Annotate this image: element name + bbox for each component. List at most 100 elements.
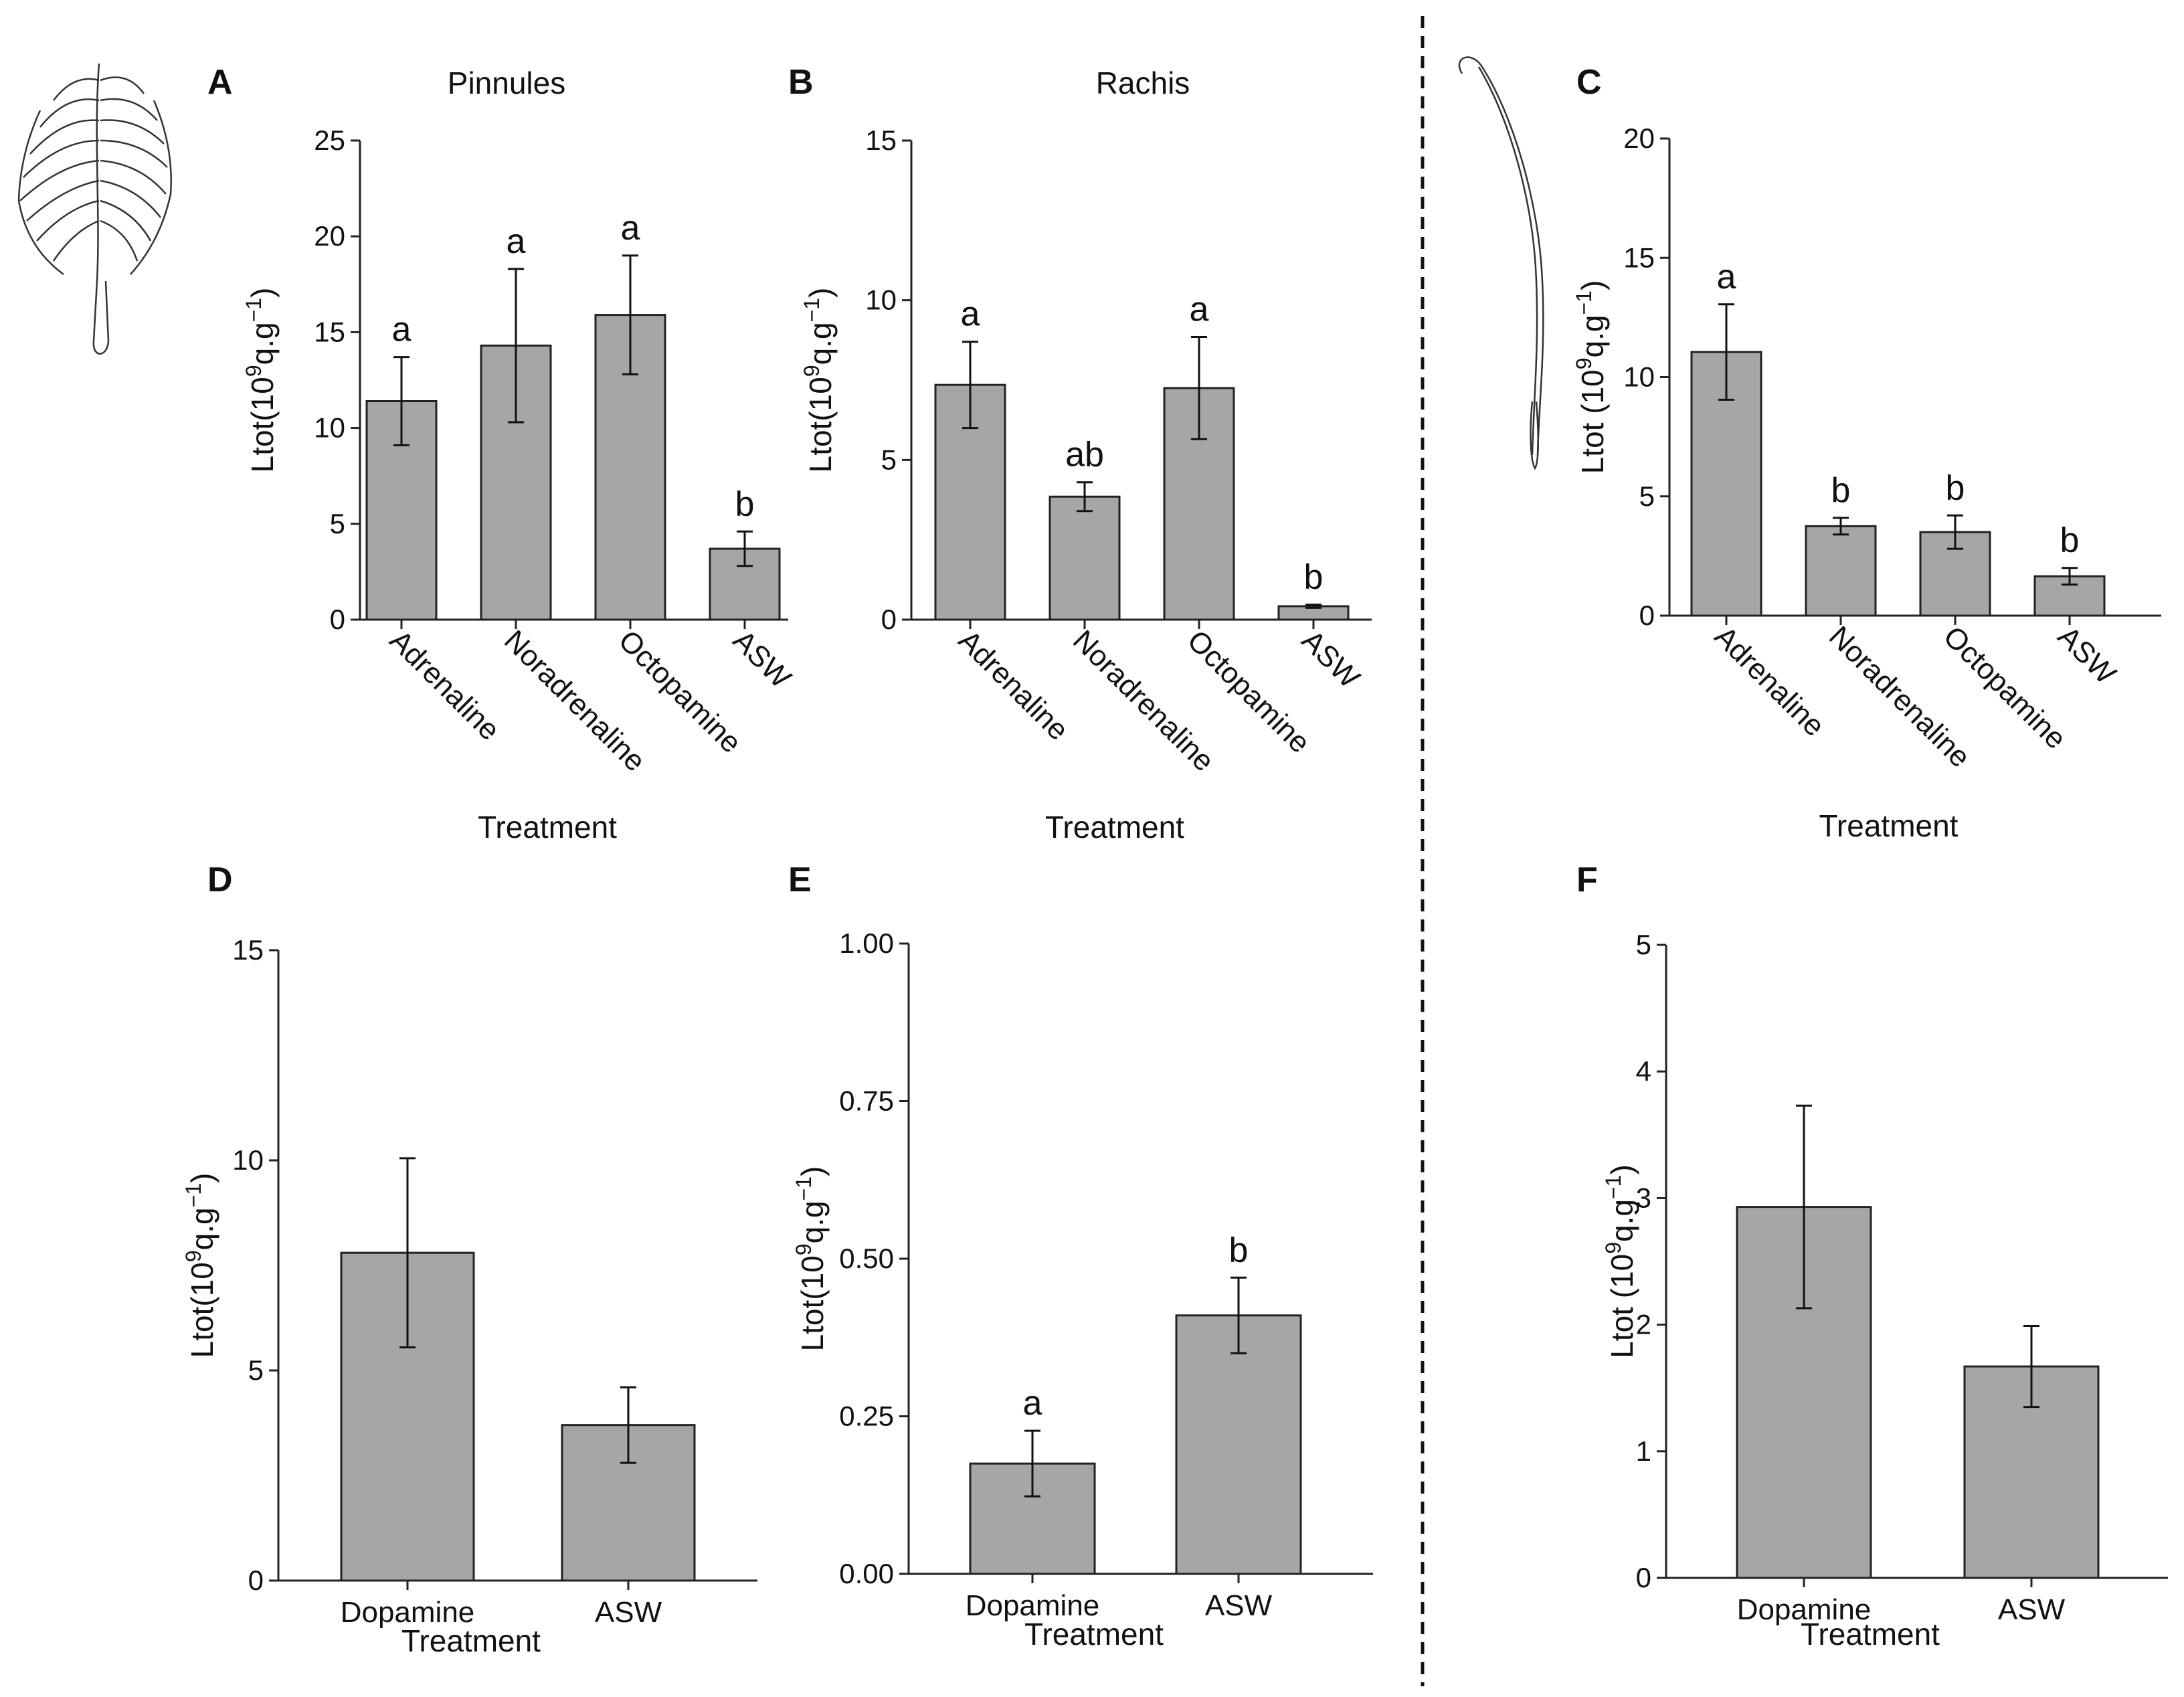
error-bar <box>399 1157 416 1348</box>
y-tick-label: 0.00 <box>839 1558 894 1589</box>
category-label: ASW <box>727 624 798 695</box>
significance-label: b <box>1946 468 1965 507</box>
y-tick-label: 10 <box>314 412 345 444</box>
error-bar <box>620 1386 636 1464</box>
y-axis-label: Ltot(109q.g−1) <box>792 1166 830 1352</box>
y-tick-label: 0.25 <box>839 1401 894 1432</box>
category-label: ASW <box>1205 1589 1273 1622</box>
y-tick-label: 5 <box>1636 929 1651 960</box>
panel-letter: E <box>788 861 812 899</box>
bar-adrenaline <box>934 383 1006 621</box>
error-bar <box>2023 1324 2039 1409</box>
category-label: Dopamine <box>966 1589 1100 1622</box>
chart-panel-c: C05101520aAdrenalinebNoradrenalinebOctop… <box>1572 63 2161 843</box>
panel-letter: A <box>207 63 233 102</box>
pinnule-drawing-icon <box>17 63 172 355</box>
significance-label: a <box>1717 258 1736 296</box>
y-tick-label: 0 <box>881 604 897 635</box>
y-tick-label: 0 <box>1639 600 1655 631</box>
y-tick-label: 5 <box>881 444 897 475</box>
bar-octopamine <box>1163 387 1235 621</box>
category-label: Dopamine <box>1737 1593 1872 1626</box>
panel-title: Pinnules <box>448 66 565 100</box>
significance-label: a <box>961 295 980 334</box>
y-tick-label: 20 <box>314 220 345 252</box>
significance-label: a <box>1023 1384 1042 1423</box>
y-tick-label: 10 <box>1623 361 1655 393</box>
error-bar <box>737 530 753 567</box>
significance-label: b <box>1831 471 1851 510</box>
y-tick-label: 5 <box>1639 480 1655 512</box>
bar-noradrenaline <box>1049 495 1121 621</box>
error-bar <box>508 268 524 424</box>
error-bar <box>2062 567 2078 586</box>
chart-panel-a: A Pinnules0510152025aAdrenalineaNoradrena… <box>207 63 798 844</box>
significance-label: a <box>507 222 526 261</box>
significance-label: b <box>1229 1231 1249 1269</box>
error-bar <box>1077 481 1093 513</box>
error-bar <box>1796 1104 1812 1310</box>
error-bar <box>393 356 410 446</box>
significance-label: b <box>735 484 755 523</box>
category-label: ASW <box>595 1596 662 1629</box>
y-tick-label: 4 <box>1636 1055 1651 1087</box>
y-tick-label: 0 <box>248 1565 264 1596</box>
x-axis-label: Treatment <box>1801 1617 1940 1651</box>
panel-letter: C <box>1576 63 1602 102</box>
y-axis-label: Ltot(109q.g−1) <box>800 288 838 473</box>
error-bar <box>622 254 638 375</box>
y-tick-label: 2 <box>1636 1309 1651 1340</box>
rachis-drawing-icon <box>1458 56 1544 470</box>
significance-label: b <box>1304 558 1324 597</box>
y-tick-label: 5 <box>248 1354 264 1386</box>
y-tick-label: 15 <box>232 934 264 966</box>
category-label: Dopamine <box>341 1596 475 1629</box>
error-bar <box>1305 604 1322 609</box>
y-tick-label: 15 <box>1623 242 1655 273</box>
y-axis-label: Ltot(109q.g−1) <box>242 288 280 473</box>
y-tick-label: 3 <box>1636 1182 1651 1213</box>
error-bar <box>1024 1429 1040 1498</box>
chart-panel-e: E 0.00 0.25 0.50 0.75 1.00 a Dopamine b ASW Treatm… <box>788 861 1373 1651</box>
category-label: Adrenaline <box>952 624 1075 746</box>
significance-label: a <box>1190 290 1209 329</box>
category-label: ASW <box>2052 620 2122 691</box>
y-tick-label: 0 <box>1636 1562 1651 1593</box>
panel-title: Rachis <box>1096 66 1190 100</box>
y-axis-label: Ltot (109q.g−1) <box>1572 280 1610 474</box>
y-tick-label: 0.75 <box>839 1085 894 1117</box>
y-tick-label: 1 <box>1636 1435 1651 1467</box>
y-tick-label: 15 <box>314 316 345 347</box>
category-label: ASW <box>1295 624 1366 695</box>
panel-letter: D <box>207 861 233 899</box>
y-tick-label: 20 <box>1623 122 1655 154</box>
error-bar <box>1947 514 1963 550</box>
panel-letter: F <box>1576 861 1598 899</box>
significance-label: a <box>392 310 412 349</box>
significance-label: b <box>2060 521 2080 560</box>
panel-letter: B <box>788 63 814 102</box>
error-bar <box>1833 517 1849 536</box>
category-label: Adrenaline <box>1708 620 1831 742</box>
y-tick-label: 10 <box>232 1144 264 1176</box>
y-tick-label: 0 <box>330 604 345 635</box>
x-axis-label: Treatment <box>1819 808 1959 843</box>
y-axis-label: Ltot(109q.g−1) <box>181 1173 219 1358</box>
category-label: ASW <box>1998 1593 2066 1626</box>
chart-panel-d: D 0 5 10 15 Dopamine ASW Treatment Ltot(109q.g−1… <box>181 861 757 1658</box>
significance-label: a <box>621 209 640 248</box>
bar-noradrenaline <box>1805 525 1877 617</box>
y-tick-label: 10 <box>865 284 897 316</box>
y-tick-label: 0.50 <box>839 1243 894 1274</box>
y-tick-label: 25 <box>314 124 345 156</box>
chart-panel-b: B Rachis051015aAdrenalineabNoradrenalinea… <box>788 63 1372 844</box>
bar-octopamine <box>1919 531 1991 617</box>
category-label: Adrenaline <box>383 624 506 746</box>
error-bar <box>1231 1276 1247 1354</box>
error-bar <box>1191 336 1207 440</box>
y-tick-label: 15 <box>865 124 897 156</box>
y-tick-label: 5 <box>330 508 345 539</box>
y-tick-label: 1.00 <box>839 927 894 959</box>
significance-label: ab <box>1065 436 1104 474</box>
